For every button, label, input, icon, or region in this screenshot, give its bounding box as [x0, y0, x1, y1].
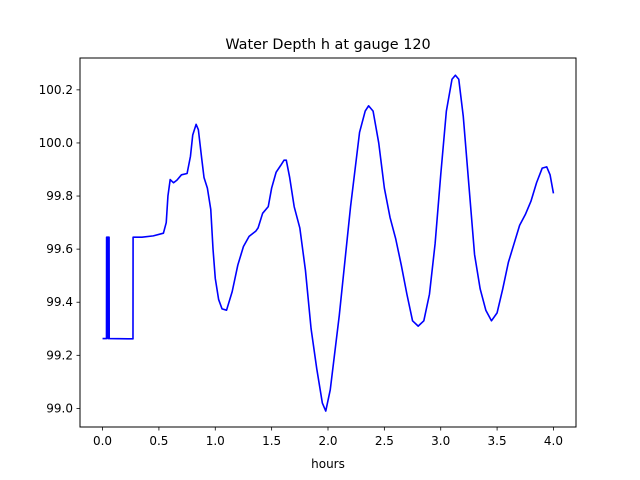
- chart-title: Water Depth h at gauge 120: [225, 37, 430, 53]
- y-tick-label: 99.2: [46, 348, 73, 362]
- series-line-1: [102, 74, 555, 412]
- x-tick-label: 3.0: [431, 434, 450, 448]
- y-axis: 99.0 99.2 99.4 99.6 99.8 100.0 100.2: [39, 83, 80, 415]
- x-tick-label: 0.0: [93, 434, 112, 448]
- y-tick-label: 99.6: [46, 242, 73, 256]
- y-tick-label: 99.4: [46, 295, 73, 309]
- x-tick-label: 2.5: [375, 434, 394, 448]
- x-axis: 0.0 0.5 1.0 1.5 2.0 2.5 3.0 3.5 4.0: [93, 427, 563, 448]
- x-tick-label: 1.5: [262, 434, 281, 448]
- y-tick-label: 99.0: [46, 401, 73, 415]
- y-tick-label: 99.8: [46, 189, 73, 203]
- plot-area: [102, 74, 555, 412]
- x-tick-label: 2.0: [318, 434, 337, 448]
- x-tick-label: 3.5: [488, 434, 507, 448]
- x-tick-label: 0.5: [149, 434, 168, 448]
- y-tick-label: 100.0: [39, 136, 73, 150]
- x-tick-label: 4.0: [544, 434, 563, 448]
- x-tick-label: 1.0: [206, 434, 225, 448]
- x-axis-label: hours: [311, 457, 345, 471]
- plot-frame: [79, 57, 577, 428]
- y-tick-label: 100.2: [39, 83, 73, 97]
